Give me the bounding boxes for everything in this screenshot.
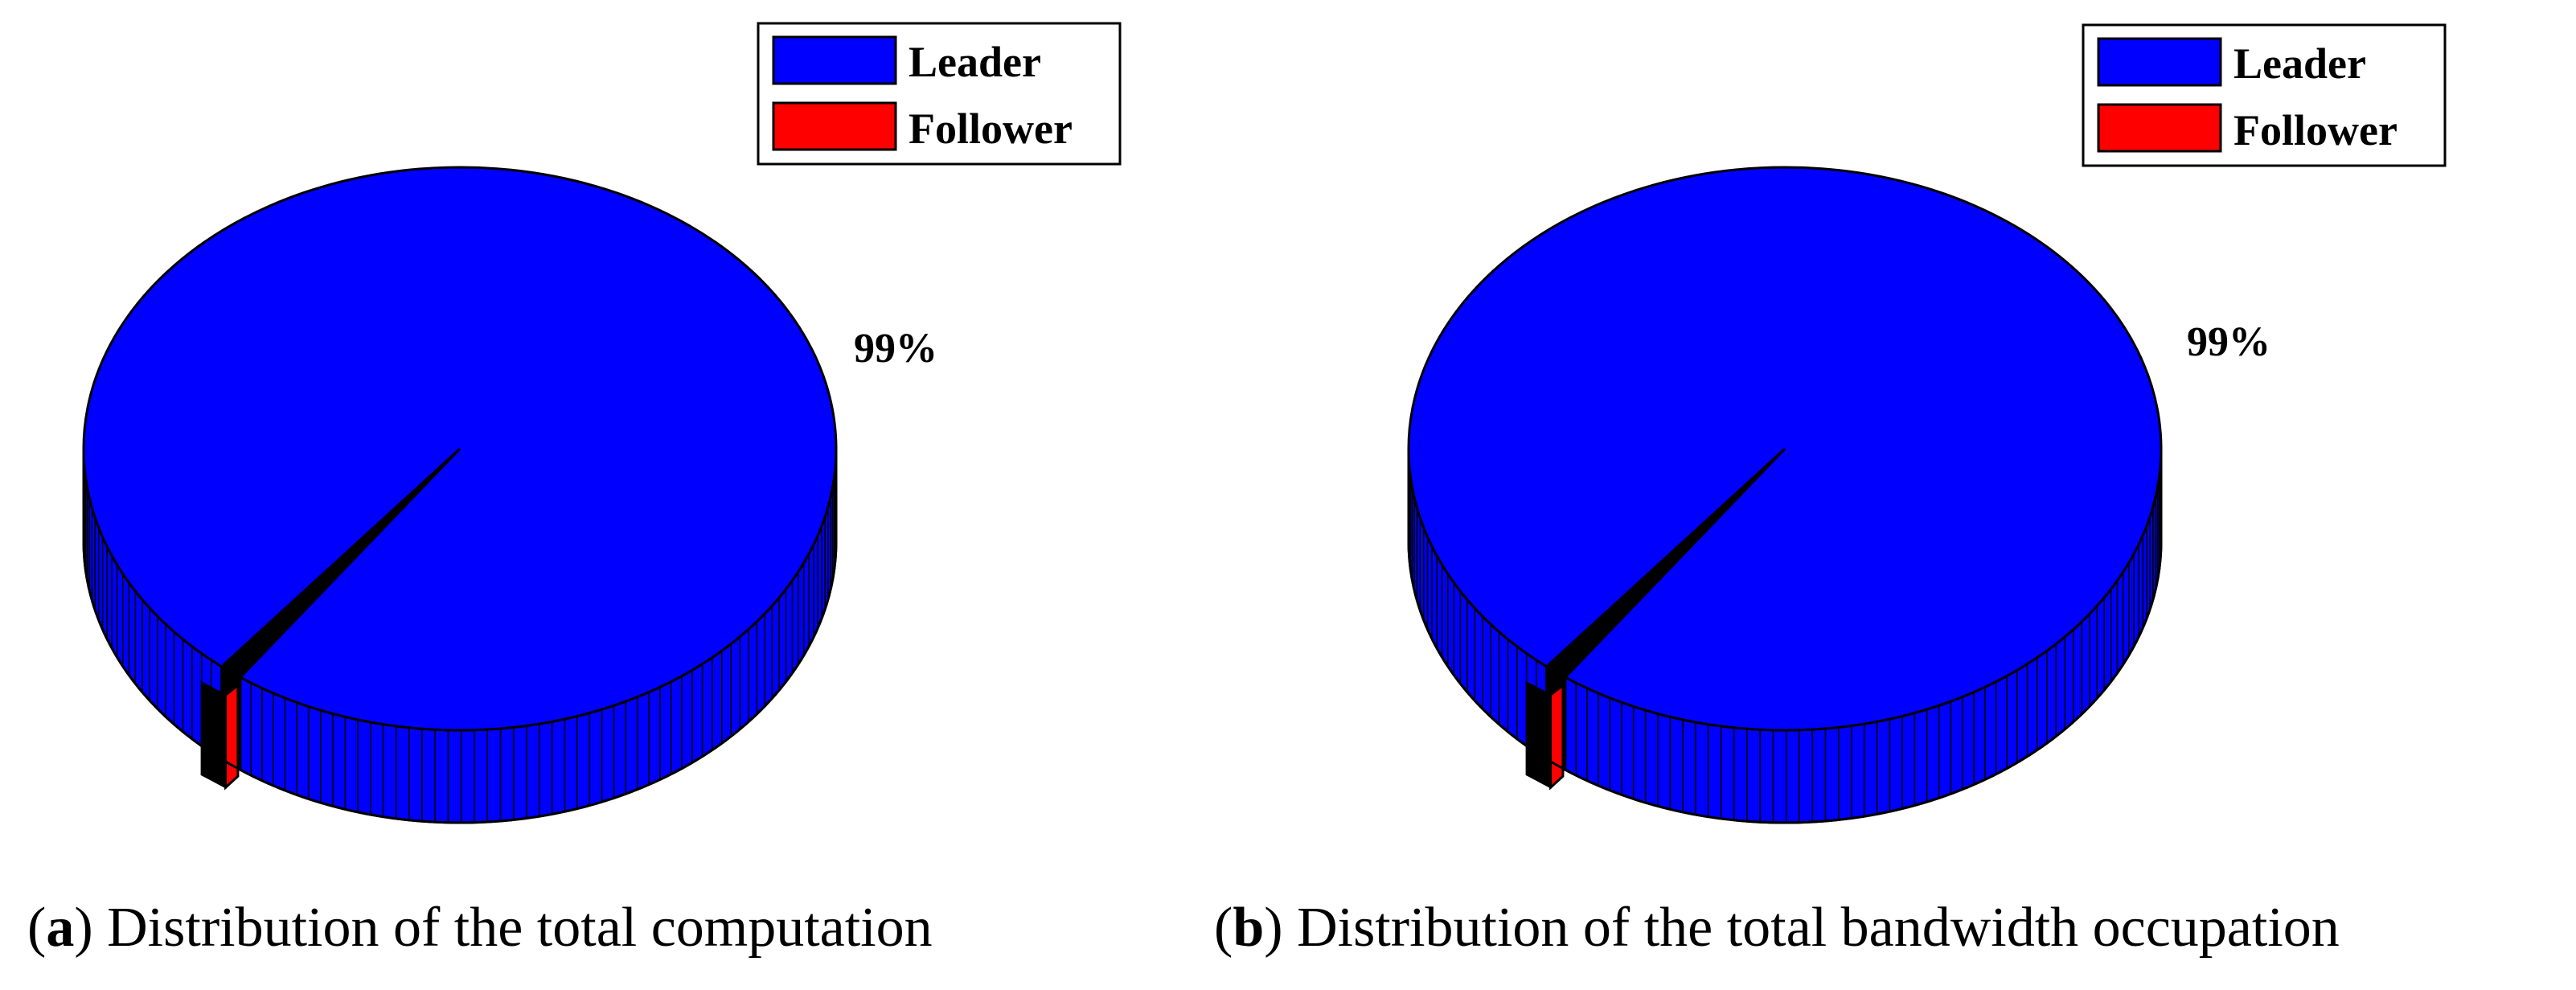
slice-leader-side-left-facets (1408, 458, 1537, 753)
pie-bottom-rim (82, 540, 838, 824)
slice-leader-side-left-facets (83, 458, 212, 753)
caption-letter-a: a (46, 897, 74, 959)
legend-label-leader: Leader (909, 38, 1041, 86)
slice-follower-side (1525, 680, 1552, 789)
slice-leader-side-front-facets (1575, 458, 2162, 823)
pie-panel-b: 99% Leader Follower (b) Distribution of … (1214, 23, 2447, 959)
slice-leader-side-front-facets (250, 458, 837, 823)
leader-percent-label: 99% (2187, 319, 2270, 365)
slice-follower (1549, 683, 1565, 791)
legend-label-leader: Leader (2233, 39, 2366, 88)
slice-follower-side (200, 680, 227, 789)
pie-chart-b (1407, 166, 2163, 824)
legend-label-follower: Follower (909, 105, 1073, 153)
caption-letter-b: b (1233, 897, 1264, 959)
pie-chart-a (82, 166, 838, 824)
legend: Leader Follower (2082, 23, 2447, 167)
caption-text-a: Distribution of the total computation (107, 897, 933, 959)
caption-b: (b) Distribution of the total bandwidth … (1214, 897, 2340, 959)
slice-follower (224, 683, 240, 791)
legend-swatch-follower (772, 101, 897, 151)
legend-swatch-leader (772, 35, 897, 85)
caption-a: (a) Distribution of the total computatio… (27, 897, 933, 959)
pie-panel-a: 99% Leader Follower (a) Distribution of … (27, 22, 1122, 959)
legend-swatch-follower (2097, 103, 2222, 153)
leader-percent-label: 99% (854, 326, 937, 372)
legend-label-follower: Follower (2233, 106, 2398, 154)
caption-text-b: Distribution of the total bandwidth occu… (1297, 897, 2340, 959)
legend-swatch-leader (2097, 37, 2222, 87)
pie-bottom-rim (1407, 540, 2163, 824)
legend: Leader Follower (757, 22, 1122, 166)
